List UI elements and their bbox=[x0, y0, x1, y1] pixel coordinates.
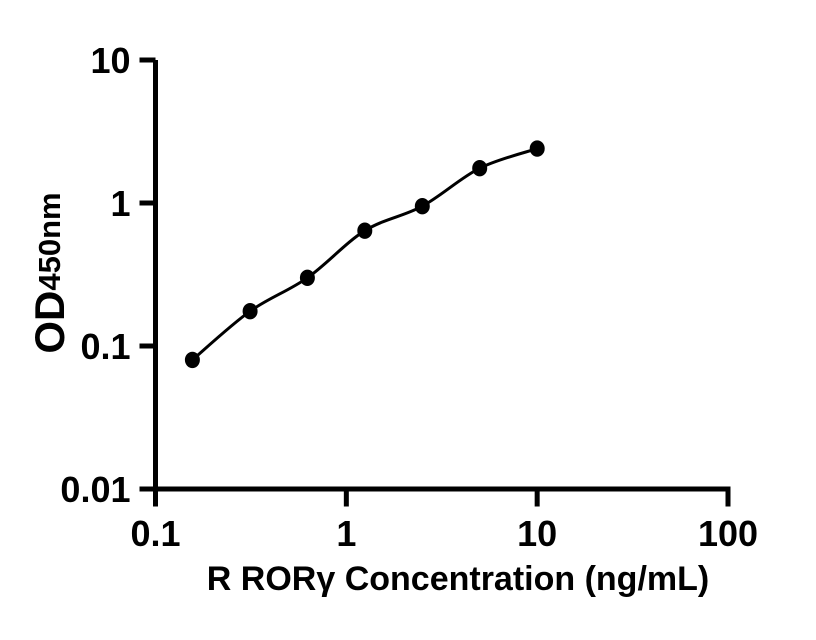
data-point bbox=[184, 351, 200, 369]
y-axis-title: OD450nm bbox=[26, 192, 73, 353]
x-tick-label: 0.1 bbox=[130, 513, 180, 554]
data-point bbox=[242, 303, 258, 320]
y-axis-title-subscript: 450nm bbox=[32, 192, 67, 290]
y-tick-label: 0.01 bbox=[60, 469, 130, 510]
y-tick-label: 0.1 bbox=[80, 326, 130, 367]
data-point bbox=[529, 140, 545, 157]
y-tick-label: 1 bbox=[110, 183, 130, 224]
x-tick-label: 100 bbox=[698, 513, 758, 554]
data-series bbox=[184, 140, 545, 369]
y-tick-label: 10 bbox=[90, 40, 130, 81]
x-tick-label: 10 bbox=[517, 513, 557, 554]
y-axis-title-main: OD bbox=[26, 291, 73, 354]
data-point bbox=[472, 160, 488, 177]
data-point bbox=[414, 198, 430, 215]
x-axis-title: R RORγ Concentration (ng/mL) bbox=[207, 560, 709, 598]
x-axis: 0.1 1 10 100 bbox=[130, 486, 758, 554]
x-tick-label: 1 bbox=[336, 513, 356, 554]
fit-curve bbox=[190, 147, 539, 362]
y-axis: 10 1 0.1 0.01 bbox=[60, 40, 158, 510]
data-point bbox=[357, 222, 373, 239]
data-point bbox=[299, 269, 315, 286]
